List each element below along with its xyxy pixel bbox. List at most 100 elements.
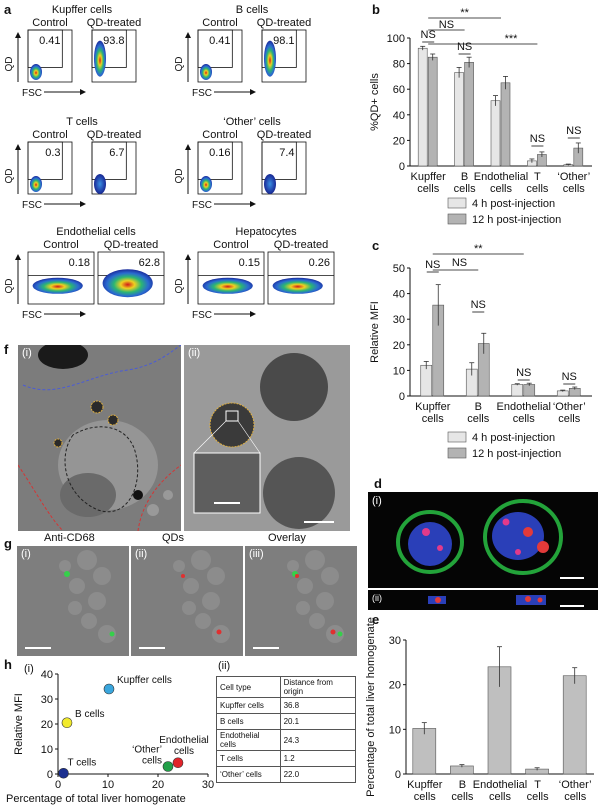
x-tick-label: cells	[414, 791, 437, 803]
bar	[427, 56, 438, 167]
flow-density-blob	[200, 176, 212, 192]
flow-treated-label: QD-treated	[274, 239, 328, 251]
x-tick-label: cells	[564, 791, 587, 803]
arrow-right-icon	[250, 311, 256, 317]
significance-label: NS	[425, 259, 440, 271]
flow-gate-percentage: 0.41	[39, 35, 60, 47]
legend-label: 4 h post-injection	[472, 432, 555, 444]
g-panel-label: (i)	[21, 548, 31, 560]
x-tick-label: cells	[422, 413, 445, 425]
legend-label: 12 h post-injection	[472, 214, 561, 226]
x-tick-label: cells	[451, 791, 474, 803]
h-i-label: (i)	[24, 663, 34, 675]
x-tick-label: Endothelial	[474, 171, 528, 183]
flow-treated-label: QD-treated	[87, 17, 141, 29]
y-tick-label: 30	[393, 314, 405, 326]
flow-density-blob	[272, 277, 323, 294]
y-tick-label: 20	[393, 340, 405, 352]
flow-ylabel: QD	[174, 279, 185, 294]
fluorescence-image-d-ii: (ii)	[368, 590, 598, 610]
y-tick-label: 10	[393, 365, 405, 377]
point-label: T cells	[68, 757, 97, 768]
significance-label: NS	[516, 367, 531, 379]
bar	[511, 384, 524, 397]
significance-label: NS	[421, 29, 436, 41]
y-tick-label: 40	[41, 669, 53, 681]
table-header-cell: Distance from origin	[279, 676, 357, 698]
arrow-up-icon	[185, 254, 191, 260]
g-image-row: (i) (ii) (iii)	[17, 546, 359, 656]
flow-treated-label: QD-treated	[87, 129, 141, 141]
x-tick-label: ‘Other’	[557, 171, 590, 183]
table-row: ‘Other’ cells 22.0	[216, 766, 357, 783]
x-tick-label: Kupffer	[411, 171, 447, 183]
flow-xlabel: FSC	[22, 200, 42, 211]
flow-density-blob	[200, 64, 212, 80]
x-tick-label: ‘Other’	[559, 779, 592, 791]
table-cell: ‘Other’ cells	[216, 766, 281, 783]
y-tick-label: 30	[41, 694, 53, 706]
y-tick-label: 0	[395, 769, 401, 781]
flow-ylabel: QD	[174, 169, 185, 184]
table-row: T cells 1.2	[216, 750, 357, 767]
flow-ylabel: QD	[4, 279, 15, 294]
point-label: cells	[142, 756, 162, 767]
x-tick-label: B	[461, 171, 468, 183]
flow-density-blob	[32, 277, 83, 294]
flow-cytometry-panel: Kupffer cells Control QD-treated QD FSC 0.41 9…	[4, 4, 335, 321]
flow-density-blob	[94, 40, 106, 77]
g-title-1: Anti-CD68	[44, 532, 95, 544]
arrow-right-icon	[80, 311, 86, 317]
chart-e: 0 10 20 30 Percentage of total liver homogen…	[365, 617, 594, 803]
y-tick-label: 0	[399, 161, 405, 173]
legend-label: 12 h post-injection	[472, 448, 561, 460]
x-tick-label: cells	[558, 413, 581, 425]
flow-group-title: ‘Other’ cells	[223, 116, 281, 128]
panel-label-f: f	[4, 342, 9, 357]
flow-gate	[91, 141, 127, 180]
significance-label: NS	[439, 19, 454, 31]
flow-control-label: Control	[32, 129, 67, 141]
x-tick-label: cells	[526, 183, 549, 195]
bar	[420, 364, 433, 397]
flow-ylabel: QD	[4, 169, 15, 184]
y-tick-label: 20	[41, 719, 53, 731]
flow-gate-percentage: 93.8	[103, 35, 124, 47]
y-tick-label: 0	[47, 769, 53, 781]
x-tick-label: cells	[417, 183, 440, 195]
em-image-right: (ii)	[184, 345, 350, 531]
x-tick-label: cells	[527, 791, 550, 803]
flow-ylabel: QD	[4, 57, 15, 72]
significance-label: ***	[505, 33, 519, 45]
table-cell: 36.8	[279, 697, 357, 714]
table-cell: Kupffer cells	[216, 697, 281, 714]
g-image-3: (iii)	[245, 546, 357, 656]
arrow-up-icon	[185, 144, 191, 150]
flow-group-title: Hepatocytes	[235, 226, 297, 238]
x-axis-label: Percentage of total liver homogenate	[6, 793, 186, 805]
y-tick-label: 60	[393, 84, 405, 96]
flow-group-title: Kupffer cells	[52, 4, 113, 16]
x-tick-label: cells	[454, 183, 477, 195]
d-i-label: (i)	[372, 495, 382, 507]
arrow-right-icon	[250, 89, 256, 95]
scatter-point	[103, 683, 115, 695]
flow-xlabel: FSC	[192, 200, 212, 211]
arrow-right-icon	[250, 201, 256, 207]
x-tick-label: 20	[152, 779, 164, 791]
g-image-2: (ii)	[131, 546, 243, 656]
x-tick-label: 0	[55, 779, 61, 791]
scatter-point	[172, 757, 184, 769]
x-tick-label: Kupffer	[415, 401, 451, 413]
scatter-point	[162, 761, 174, 772]
panel-label-e: e	[372, 612, 380, 627]
flow-gate	[27, 141, 63, 180]
flow-control-label: Control	[213, 239, 248, 251]
y-tick-label: 80	[393, 59, 405, 71]
arrow-up-icon	[15, 254, 21, 260]
legend-swatch	[447, 213, 467, 225]
x-tick-label: 30	[202, 779, 214, 791]
flow-gate-percentage: 0.41	[209, 35, 230, 47]
g-title-3: Overlay	[268, 532, 306, 544]
